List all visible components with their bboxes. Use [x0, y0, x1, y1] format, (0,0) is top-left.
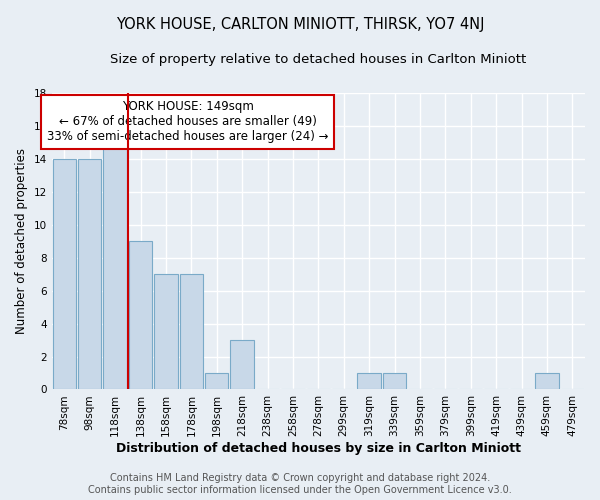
Bar: [230, 340, 254, 390]
Text: YORK HOUSE: 149sqm
← 67% of detached houses are smaller (49)
33% of semi-detache: YORK HOUSE: 149sqm ← 67% of detached hou…: [47, 100, 328, 144]
Bar: [383, 373, 406, 390]
Text: Contains HM Land Registry data © Crown copyright and database right 2024.
Contai: Contains HM Land Registry data © Crown c…: [88, 474, 512, 495]
Bar: [179, 274, 203, 390]
Bar: [129, 242, 152, 390]
Bar: [103, 142, 127, 390]
Bar: [205, 373, 229, 390]
Y-axis label: Number of detached properties: Number of detached properties: [15, 148, 28, 334]
Text: YORK HOUSE, CARLTON MINIOTT, THIRSK, YO7 4NJ: YORK HOUSE, CARLTON MINIOTT, THIRSK, YO7…: [116, 18, 484, 32]
Bar: [78, 159, 101, 390]
Bar: [154, 274, 178, 390]
Title: Size of property relative to detached houses in Carlton Miniott: Size of property relative to detached ho…: [110, 52, 526, 66]
Bar: [358, 373, 381, 390]
Bar: [53, 159, 76, 390]
X-axis label: Distribution of detached houses by size in Carlton Miniott: Distribution of detached houses by size …: [116, 442, 521, 455]
Bar: [535, 373, 559, 390]
